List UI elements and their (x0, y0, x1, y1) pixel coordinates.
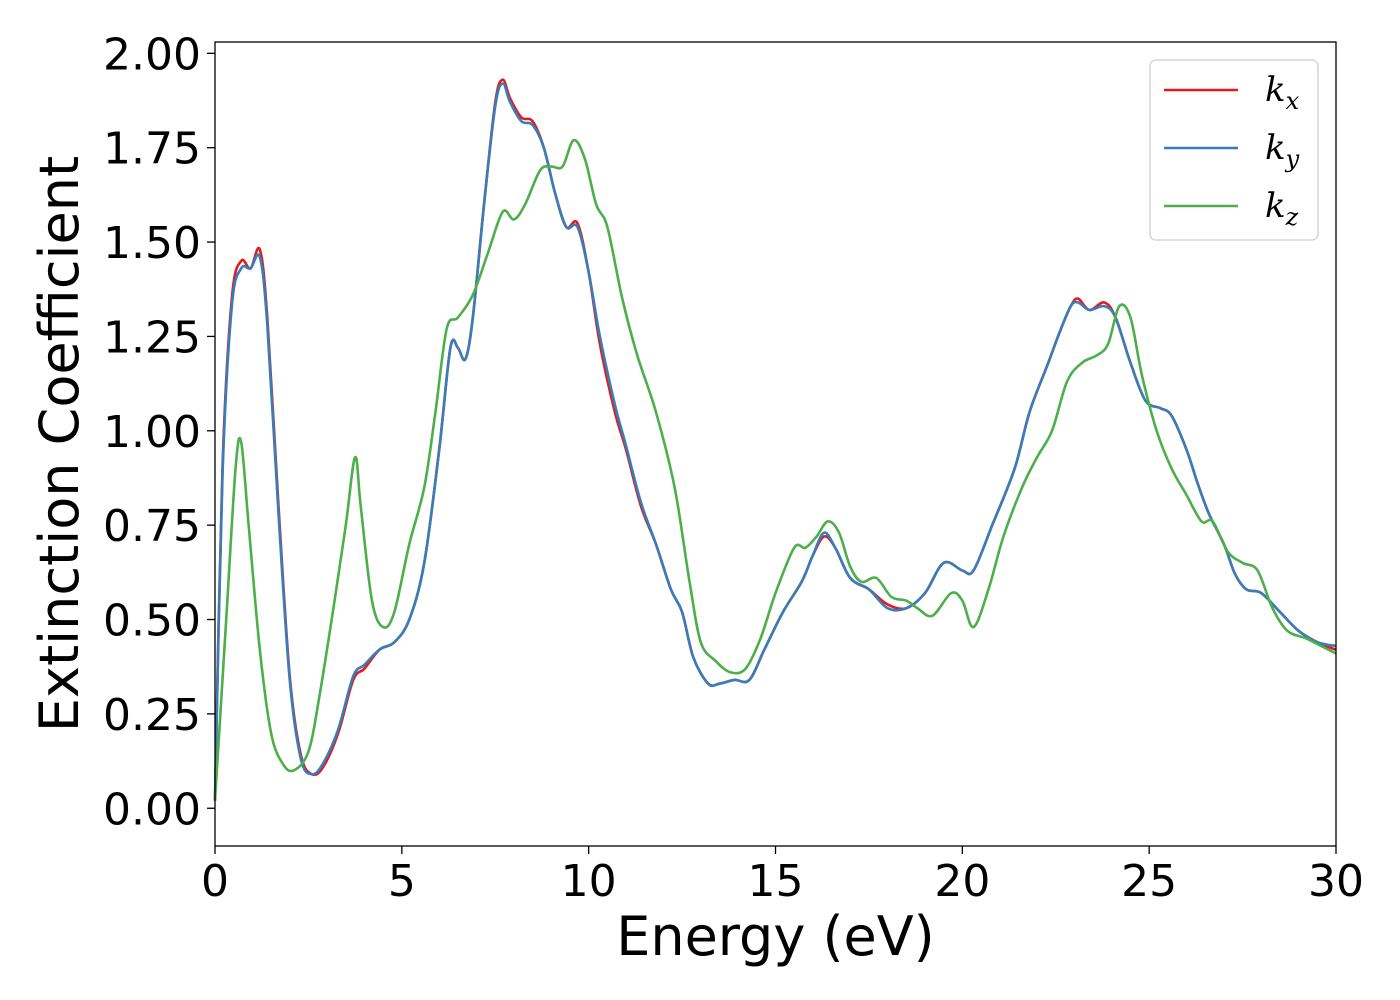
y-tick-label: 1.25 (103, 312, 201, 363)
x-axis-ticks: 0 5 10 15 20 25 30 (201, 846, 1364, 907)
legend-label-subscript: y (1285, 145, 1300, 173)
x-tick-label: 10 (561, 856, 617, 907)
legend-label-subscript: x (1286, 87, 1300, 115)
y-axis-title: Extinction Coefficient (28, 156, 91, 732)
y-axis-ticks: 0.00 0.25 0.50 0.75 1.00 1.25 1.50 1.75 2.00 (103, 29, 215, 835)
y-tick-label: 0.00 (103, 784, 201, 835)
y-tick-label: 0.25 (103, 690, 201, 741)
legend-label-k-y: ky (1265, 128, 1300, 173)
y-tick-label: 0.50 (103, 596, 201, 647)
legend-label-main: k (1265, 70, 1286, 110)
legend-label-k-z: kz (1265, 186, 1299, 231)
x-tick-label: 25 (1121, 856, 1177, 907)
y-tick-label: 0.75 (103, 501, 201, 552)
legend-label-k-x: kx (1265, 70, 1300, 115)
series-line-k-z (213, 138, 1337, 801)
legend-box (1149, 59, 1319, 241)
series-layer (213, 78, 1337, 801)
x-tick-label: 30 (1308, 856, 1364, 907)
y-tick-label: 1.00 (103, 407, 201, 458)
x-tick-label: 0 (201, 856, 229, 907)
x-tick-label: 20 (934, 856, 990, 907)
legend-label-main: k (1265, 186, 1286, 226)
x-tick-label: 15 (748, 856, 804, 907)
x-tick-label: 5 (388, 856, 416, 907)
legend-label-main: k (1265, 128, 1286, 168)
y-tick-label: 1.75 (103, 124, 201, 175)
y-tick-label: 2.00 (103, 29, 201, 80)
y-tick-label: 1.50 (103, 218, 201, 269)
legend-label-subscript: z (1285, 203, 1299, 231)
x-axis-title: Energy (eV) (616, 905, 935, 968)
